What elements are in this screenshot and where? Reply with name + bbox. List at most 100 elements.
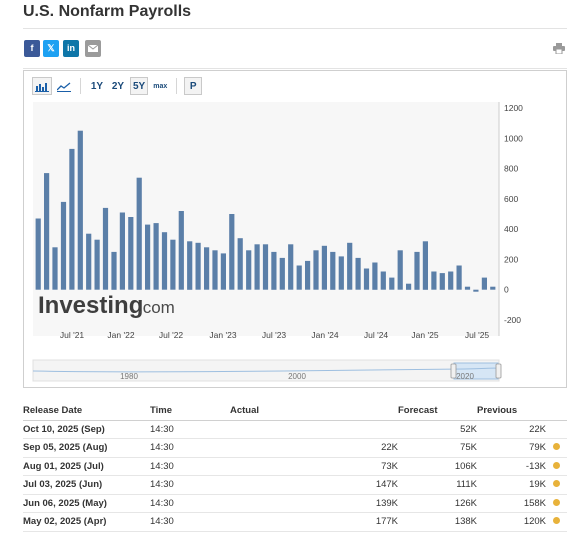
actual-cell: 147K bbox=[230, 475, 398, 495]
navigator-left-handle[interactable] bbox=[450, 363, 457, 379]
bar-chart-toggle[interactable] bbox=[32, 77, 52, 95]
bar[interactable] bbox=[363, 268, 370, 290]
bar[interactable] bbox=[220, 253, 226, 290]
release-date-cell: Jul 03, 2025 (Jun) bbox=[23, 475, 150, 495]
bar[interactable] bbox=[237, 238, 243, 290]
bar[interactable] bbox=[86, 233, 92, 290]
payrolls-bar-chart: Investing .com 120010008006004002000-200… bbox=[32, 102, 523, 382]
release-date-cell: May 02, 2025 (Apr) bbox=[23, 512, 150, 532]
actual-cell: 73K bbox=[230, 457, 398, 476]
revision-indicator-icon[interactable] bbox=[553, 443, 560, 451]
y-tick-label: -200 bbox=[504, 315, 521, 325]
bar[interactable] bbox=[372, 262, 378, 290]
bar[interactable] bbox=[305, 260, 311, 290]
bar[interactable] bbox=[338, 256, 344, 290]
actual-cell: 139K bbox=[230, 494, 398, 513]
bar[interactable] bbox=[473, 289, 479, 292]
navigator-right-handle[interactable] bbox=[495, 363, 502, 379]
bar[interactable] bbox=[52, 247, 58, 290]
bar[interactable] bbox=[69, 148, 75, 290]
actual-cell bbox=[230, 420, 398, 439]
bar[interactable] bbox=[102, 207, 109, 290]
navigator-series bbox=[32, 367, 500, 373]
bar[interactable] bbox=[389, 277, 395, 290]
bar[interactable] bbox=[94, 239, 100, 290]
range-1y-button[interactable]: 1Y bbox=[90, 80, 104, 92]
revision-indicator-icon[interactable] bbox=[553, 461, 560, 469]
bar[interactable] bbox=[204, 247, 210, 290]
col-actual: Actual bbox=[230, 402, 398, 421]
bar[interactable] bbox=[178, 211, 184, 290]
range-navigator[interactable] bbox=[32, 359, 502, 382]
popup-button[interactable]: P bbox=[184, 77, 203, 95]
table-row: Sep 05, 2025 (Aug) 14:30 22K 75K 79K bbox=[23, 438, 567, 458]
bar[interactable] bbox=[448, 271, 454, 290]
bar[interactable] bbox=[44, 173, 50, 290]
table-header-row: Release Date Time Actual Forecast Previo… bbox=[23, 402, 567, 421]
bar[interactable] bbox=[153, 223, 159, 290]
bar[interactable] bbox=[397, 250, 403, 290]
linkedin-share-icon[interactable]: in bbox=[63, 40, 79, 57]
bar[interactable] bbox=[128, 217, 134, 290]
bar[interactable] bbox=[271, 251, 277, 290]
bar[interactable] bbox=[161, 232, 168, 290]
bar[interactable] bbox=[262, 244, 269, 290]
range-5y-button[interactable]: 5Y bbox=[130, 77, 149, 95]
area-chart-icon bbox=[57, 82, 71, 92]
revision-indicator-icon[interactable] bbox=[553, 498, 560, 506]
bar[interactable] bbox=[431, 271, 437, 290]
release-date-cell: Oct 10, 2025 (Sep) bbox=[23, 420, 150, 439]
bar[interactable] bbox=[414, 251, 420, 290]
bar[interactable] bbox=[170, 239, 176, 290]
bar[interactable] bbox=[195, 242, 201, 290]
bar[interactable] bbox=[355, 257, 361, 290]
bar[interactable] bbox=[254, 244, 260, 290]
bar[interactable] bbox=[330, 251, 336, 290]
bar[interactable] bbox=[35, 218, 41, 290]
release-date-cell: Aug 01, 2025 (Jul) bbox=[23, 457, 150, 476]
bar[interactable] bbox=[279, 257, 285, 290]
bar[interactable] bbox=[313, 250, 319, 290]
bar[interactable] bbox=[119, 212, 125, 290]
investing-watermark: Investing .com bbox=[38, 292, 175, 319]
bar[interactable] bbox=[464, 286, 471, 290]
facebook-share-icon[interactable]: f bbox=[24, 40, 40, 57]
bar[interactable] bbox=[456, 265, 462, 290]
revision-indicator-icon[interactable] bbox=[553, 517, 560, 525]
col-release-date[interactable]: Release Date bbox=[23, 402, 150, 421]
x-tick-label: Jul '24 bbox=[364, 330, 389, 340]
twitter-share-icon[interactable]: 𝕏 bbox=[43, 40, 59, 57]
bar[interactable] bbox=[246, 250, 252, 290]
bar[interactable] bbox=[77, 130, 83, 290]
bar[interactable] bbox=[380, 271, 386, 290]
previous-cell: 79K bbox=[477, 438, 546, 458]
bar[interactable] bbox=[422, 241, 428, 290]
bar[interactable] bbox=[111, 251, 117, 290]
bar[interactable] bbox=[490, 286, 496, 290]
bar[interactable] bbox=[347, 242, 353, 290]
bar[interactable] bbox=[321, 245, 327, 290]
bar[interactable] bbox=[296, 265, 302, 290]
bar[interactable] bbox=[212, 250, 218, 290]
line-chart-toggle[interactable] bbox=[55, 77, 73, 95]
bar[interactable] bbox=[288, 244, 294, 290]
bar[interactable] bbox=[481, 277, 487, 290]
range-max-button[interactable]: max bbox=[153, 82, 168, 90]
revision-indicator-icon[interactable] bbox=[553, 480, 560, 488]
bar[interactable] bbox=[439, 273, 445, 290]
range-2y-button[interactable]: 2Y bbox=[111, 80, 125, 92]
bar[interactable] bbox=[406, 283, 412, 290]
release-history-table: Release Date Time Actual Forecast Previo… bbox=[23, 402, 567, 532]
bar[interactable] bbox=[229, 214, 235, 290]
bar[interactable] bbox=[145, 224, 151, 290]
release-date-cell: Sep 05, 2025 (Aug) bbox=[23, 438, 150, 458]
x-tick-label: Jan '24 bbox=[311, 330, 338, 340]
email-share-icon[interactable] bbox=[85, 40, 101, 57]
bar[interactable] bbox=[136, 177, 142, 290]
print-icon[interactable] bbox=[553, 43, 565, 54]
col-previous: Previous bbox=[477, 402, 546, 421]
bar[interactable] bbox=[60, 201, 67, 290]
bar[interactable] bbox=[187, 241, 193, 290]
y-tick-label: 800 bbox=[504, 164, 518, 174]
col-forecast: Forecast bbox=[398, 402, 477, 421]
